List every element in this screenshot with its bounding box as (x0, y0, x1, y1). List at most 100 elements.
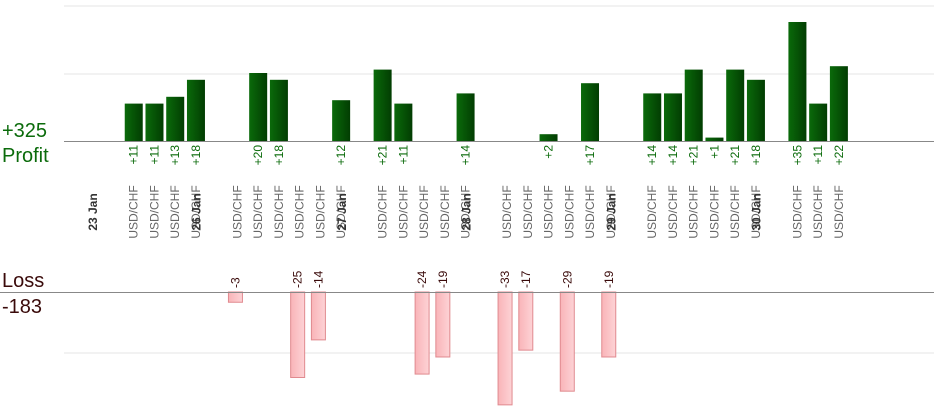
profit-bar (394, 103, 413, 141)
loss-label: Loss (2, 270, 45, 292)
loss-value-label: -25 (291, 270, 305, 288)
profit-bar (705, 137, 724, 141)
pair-label: USD/CHF (293, 185, 307, 238)
pair-label: USD/CHF (604, 185, 618, 238)
profit-value-label: +18 (189, 145, 203, 166)
date-label: 26 Jan (190, 193, 204, 230)
pair-label: USD/CHF (189, 185, 203, 238)
loss-value-label: -29 (560, 270, 574, 288)
profit-bar (581, 83, 600, 141)
profit-bar (539, 134, 558, 141)
date-label: 27 Jan (335, 193, 349, 230)
profit-bar (788, 22, 807, 141)
pair-label: USD/CHF (313, 185, 327, 238)
profit-bar (269, 79, 288, 141)
profit-value-label: +14 (459, 145, 473, 166)
profit-value-label: +11 (811, 145, 825, 165)
pair-label: USD/CHF (376, 185, 390, 238)
pair-label: USD/CHF (811, 185, 825, 238)
loss-bar (601, 291, 617, 358)
profit-bar (145, 103, 164, 141)
pair-label: USD/CHF (832, 185, 846, 238)
loss-value-label: -33 (498, 270, 512, 288)
profit-value-label: +17 (583, 145, 597, 166)
pair-label: USD/CHF (396, 185, 410, 238)
date-label: 30 Jan (750, 193, 764, 230)
profit-value-label: +13 (168, 145, 182, 166)
profit-value-label: +35 (790, 145, 804, 166)
profit-bar (684, 69, 703, 141)
profit-value-label: +21 (687, 145, 701, 166)
profit-value-label: +1 (707, 145, 721, 159)
loss-bar (435, 291, 451, 358)
profit-value-label: +18 (749, 145, 763, 166)
pair-label: USD/CHF (168, 185, 182, 238)
profit-value-label: +12 (334, 145, 348, 166)
profit-value-label: +14 (645, 145, 659, 166)
pair-label: USD/CHF (251, 185, 265, 238)
profit-bar (809, 103, 828, 141)
profit-value-label: +14 (666, 145, 680, 166)
pair-label: USD/CHF (790, 185, 804, 238)
profit-bar (746, 79, 765, 141)
loss-bar (227, 291, 243, 303)
pair-label: USD/CHF (749, 185, 763, 238)
pair-label: USD/CHF (500, 185, 514, 238)
loss-total: -183 (2, 296, 43, 318)
profit-bar (643, 93, 662, 141)
profit-value-label: +20 (251, 145, 265, 166)
profit-bar (166, 96, 185, 141)
loss-bar (559, 291, 575, 392)
profit-bar (124, 103, 143, 141)
pair-label: USD/CHF (417, 185, 431, 238)
loss-bar (518, 291, 534, 351)
pair-label: USD/CHF (127, 185, 141, 238)
pair-label: USD/CHF (521, 185, 535, 238)
pair-label: USD/CHF (645, 185, 659, 238)
profit-label: Profit (2, 145, 49, 167)
profit-bar (373, 69, 392, 141)
loss-bar (290, 291, 306, 378)
profit-value-label: +11 (147, 145, 161, 165)
date-label: 29 Jan (605, 193, 619, 230)
pair-label: USD/CHF (728, 185, 742, 238)
profit-value-label: +11 (127, 145, 141, 165)
profit-bar (456, 93, 475, 141)
profit-bar (829, 66, 848, 141)
profit-value-label: +2 (542, 145, 556, 159)
profit-bar (249, 73, 268, 141)
profit-bar (663, 93, 682, 141)
pair-label: USD/CHF (272, 185, 286, 238)
profit-value-label: +21 (728, 145, 742, 166)
profit-value-label: +18 (272, 145, 286, 166)
loss-value-label: -19 (602, 270, 616, 288)
loss-bar (414, 291, 430, 375)
date-label: 23 Jan (86, 193, 100, 230)
profit-value-label: +11 (396, 145, 410, 165)
pair-label: USD/CHF (707, 185, 721, 238)
pair-label: USD/CHF (583, 185, 597, 238)
pair-label: USD/CHF (687, 185, 701, 238)
axes (0, 141, 934, 293)
profit-bar (726, 69, 745, 141)
loss-value-label: -14 (311, 270, 325, 288)
pair-label: USD/CHF (542, 185, 556, 238)
profit-total: +325 (2, 120, 48, 142)
profit-bar (332, 100, 351, 141)
pair-label: USD/CHF (230, 185, 244, 238)
loss-bar (497, 291, 513, 406)
loss-bar (310, 291, 326, 341)
pair-label: USD/CHF (438, 185, 452, 238)
profit-bar (186, 79, 205, 141)
pair-label: USD/CHF (459, 185, 473, 238)
loss-value-label: -17 (519, 270, 533, 288)
loss-value-label: -19 (436, 270, 450, 288)
pair-label: USD/CHF (562, 185, 576, 238)
labels: 23 Jan USD/CHF +11 USD/CHF +11 USD/CHF +13 USD/… (86, 145, 846, 288)
loss-value-label: -3 (228, 277, 242, 288)
pair-label: USD/CHF (147, 185, 161, 238)
profit-value-label: +21 (376, 145, 390, 166)
date-label: 28 Jan (459, 193, 473, 230)
pair-label: USD/CHF (334, 185, 348, 238)
loss-value-label: -24 (415, 270, 429, 288)
